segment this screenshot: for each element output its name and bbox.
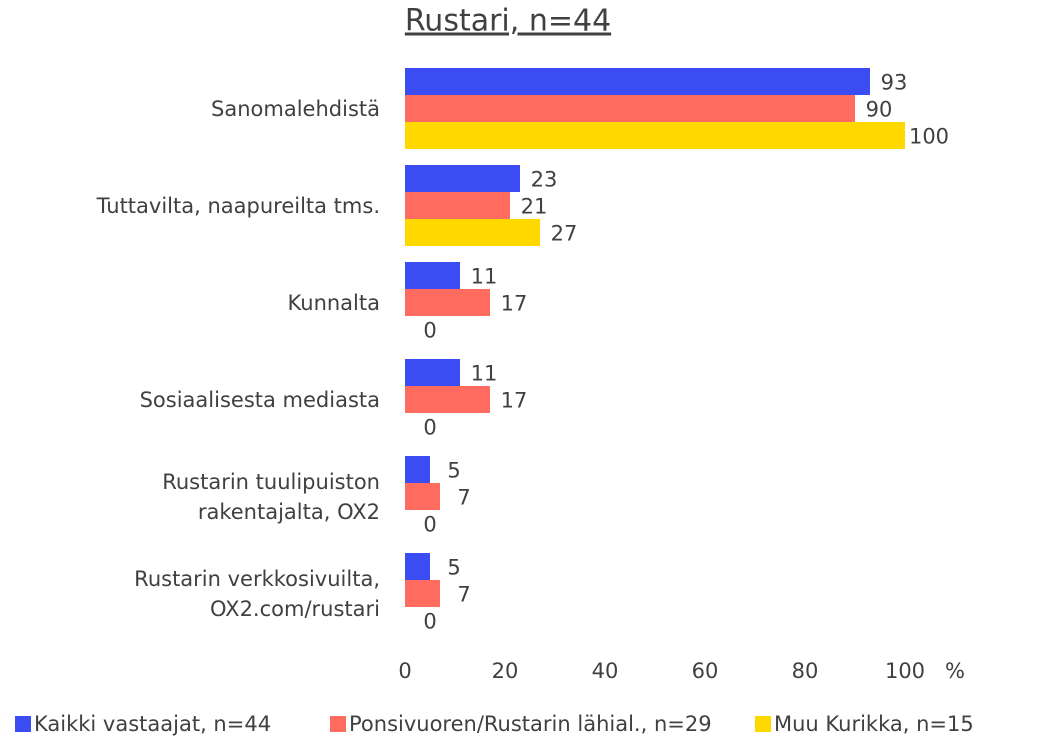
x-tick-label: 60 (692, 659, 719, 683)
legend-label: Kaikki vastaajat, n=44 (34, 712, 271, 736)
category-label: Sosiaalisesta mediasta (139, 387, 380, 412)
bar (405, 219, 540, 246)
category-label: Sanomalehdistä (211, 96, 380, 121)
bar (405, 289, 490, 316)
value-label: 90 (866, 98, 893, 122)
legend-swatch (755, 716, 771, 732)
bar (405, 122, 905, 149)
bar (405, 192, 510, 219)
value-label: 7 (457, 486, 470, 510)
value-label: 7 (457, 583, 470, 607)
x-tick-label: 0 (398, 659, 411, 683)
legend-swatch (330, 716, 346, 732)
chart-title: Rustari, n=44 (405, 4, 611, 39)
x-tick-label: 100 (885, 659, 925, 683)
value-label: 0 (423, 319, 436, 343)
value-label: 0 (423, 610, 436, 634)
x-unit: % (945, 659, 965, 683)
x-tick-label: 40 (592, 659, 619, 683)
value-label: 11 (471, 265, 498, 289)
value-label: 0 (423, 513, 436, 537)
value-label: 93 (881, 71, 908, 95)
value-label: 100 (909, 125, 949, 149)
value-label: 21 (521, 195, 548, 219)
legend-label: Muu Kurikka, n=15 (774, 712, 974, 736)
value-label: 5 (447, 556, 460, 580)
value-label: 17 (501, 389, 528, 413)
bar (405, 580, 440, 607)
legend-label: Ponsivuoren/Rustarin lähial., n=29 (349, 712, 712, 736)
bar (405, 262, 460, 289)
bar (405, 483, 440, 510)
value-label: 0 (423, 416, 436, 440)
bar (405, 386, 490, 413)
category-label: Kunnalta (287, 290, 380, 315)
value-label: 23 (531, 168, 558, 192)
value-label: 5 (447, 459, 460, 483)
value-label: 27 (551, 222, 578, 246)
category-label: Rustarin verkkosivuilta, OX2.com/rustari (134, 566, 380, 621)
value-label: 17 (501, 292, 528, 316)
bar (405, 68, 870, 95)
bar (405, 95, 855, 122)
x-tick-label: 20 (492, 659, 519, 683)
legend-swatch (15, 716, 31, 732)
value-label: 11 (471, 362, 498, 386)
category-label: Tuttavilta, naapureilta tms. (96, 193, 380, 218)
category-label: Rustarin tuulipuiston rakentajalta, OX2 (162, 469, 380, 524)
bar (405, 359, 460, 386)
bar (405, 553, 430, 580)
bar (405, 456, 430, 483)
bar (405, 165, 520, 192)
x-tick-label: 80 (792, 659, 819, 683)
